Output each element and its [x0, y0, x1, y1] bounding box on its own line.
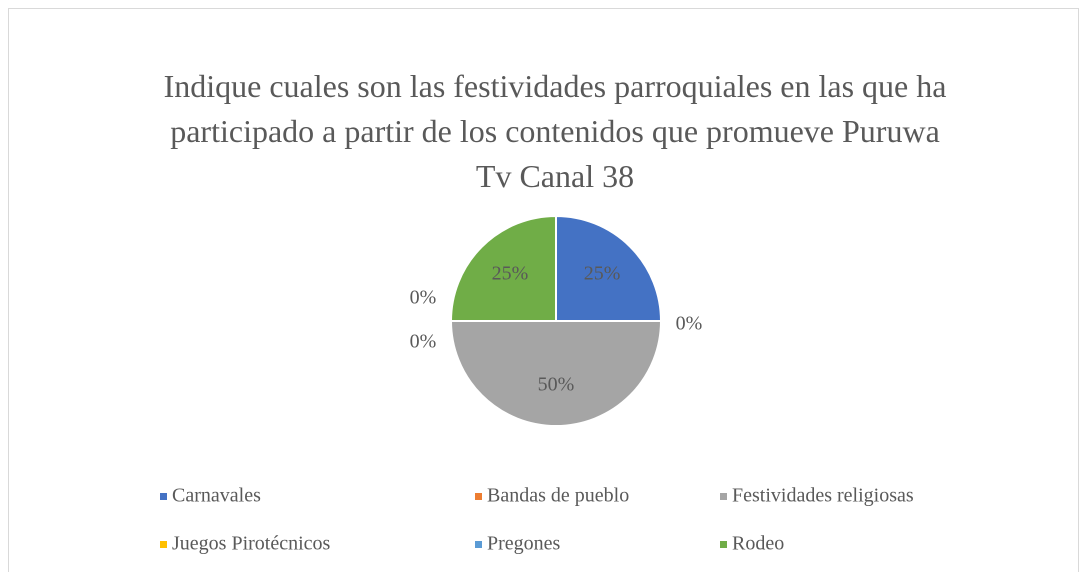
legend-swatch [720, 493, 727, 500]
legend-label: Festividades religiosas [732, 485, 914, 507]
legend-swatch [160, 541, 167, 548]
legend-label: Rodeo [732, 533, 784, 555]
legend-swatch [475, 541, 482, 548]
legend-label: Carnavales [172, 485, 261, 507]
data-label: 0% [410, 331, 437, 353]
pie-slice [449, 320, 663, 427]
data-label: 25% [492, 263, 529, 285]
legend-label: Pregones [487, 533, 561, 555]
data-label: 50% [538, 374, 575, 396]
legend-swatch [720, 541, 727, 548]
chart-title: Indique cuales son las festividades parr… [163, 68, 947, 194]
data-label: 25% [584, 263, 621, 285]
legend-swatch [475, 493, 482, 500]
chart-frame [8, 8, 1079, 572]
data-label: 0% [410, 287, 437, 309]
legend-label: Bandas de pueblo [487, 485, 629, 507]
data-label: 0% [676, 313, 703, 335]
pie-slice [449, 214, 557, 322]
legend-swatch [160, 493, 167, 500]
pie-slice [555, 214, 663, 322]
legend-label: Juegos Pirotécnicos [172, 533, 331, 555]
